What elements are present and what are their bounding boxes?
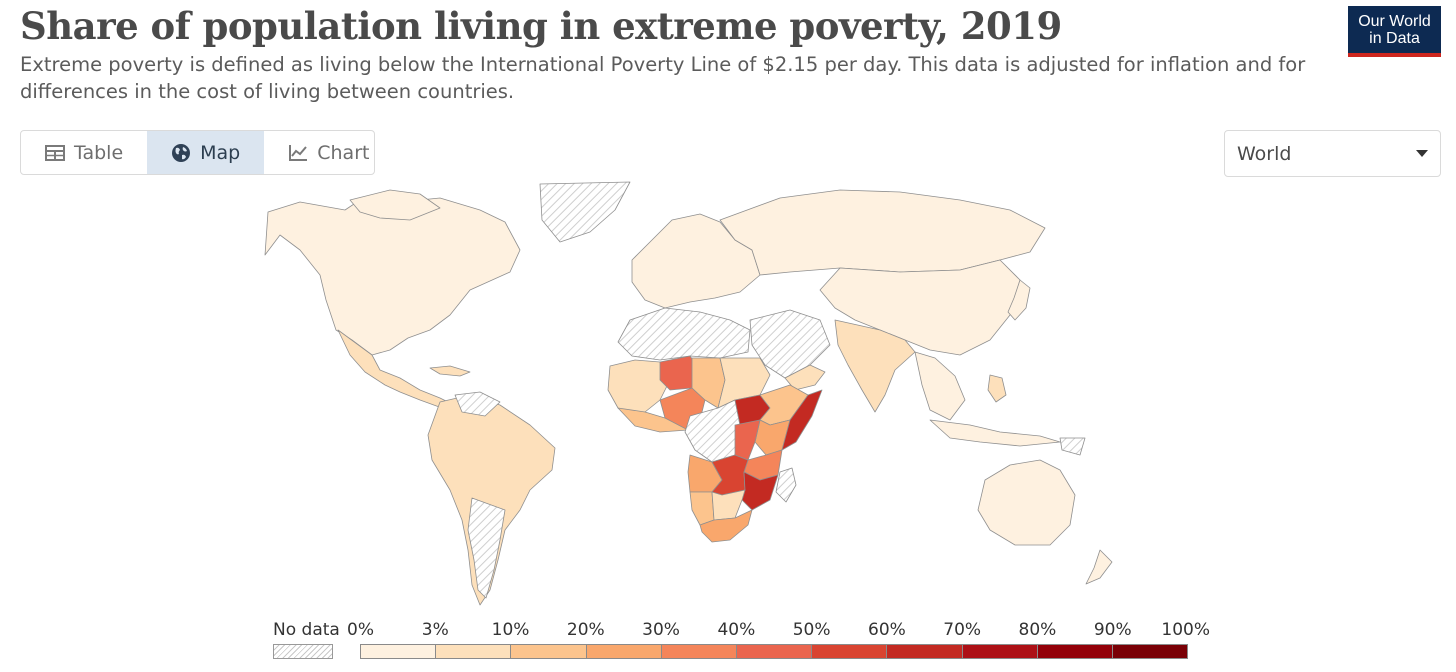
region-east-drc[interactable]: [734, 419, 761, 461]
legend-tick-label: 0%: [347, 620, 374, 640]
globe-icon: [172, 143, 191, 162]
legend-tick-label: 30%: [642, 620, 680, 640]
legend-bin[interactable]: [736, 645, 813, 658]
region-south-america[interactable]: [427, 394, 556, 606]
legend-tick-label: 10%: [491, 620, 530, 640]
chart-title: Share of population living in extreme po…: [20, 4, 1062, 48]
legend-tick-label: 100%: [1161, 620, 1210, 640]
region-southeast-asia[interactable]: [914, 351, 966, 421]
region-select-value: World: [1237, 142, 1292, 165]
tab-map-label: Map: [200, 141, 241, 164]
region-venezuela[interactable]: [454, 391, 501, 417]
legend-tick-label: 60%: [868, 620, 906, 640]
logo-line-1: Our World: [1358, 13, 1431, 30]
owid-logo[interactable]: Our World in Data: [1348, 6, 1441, 57]
region-philippines[interactable]: [987, 374, 1007, 403]
tab-map[interactable]: Map: [147, 131, 265, 174]
region-kenya[interactable]: [754, 419, 791, 456]
region-madagascar[interactable]: [775, 467, 797, 503]
tab-table-label: Table: [74, 141, 124, 164]
legend-tick-label: 20%: [566, 620, 605, 640]
legend-tick-label: 3%: [421, 620, 449, 640]
region-argentina[interactable]: [467, 497, 506, 599]
legend-color-bins: [360, 644, 1188, 659]
region-south-africa[interactable]: [699, 509, 753, 543]
region-australia[interactable]: [977, 459, 1076, 546]
region-new-zealand[interactable]: [1085, 549, 1113, 585]
legend-bin[interactable]: [1112, 645, 1188, 658]
legend-bin[interactable]: [661, 645, 737, 658]
region-greenland[interactable]: [539, 181, 631, 243]
tab-chart-label: Chart: [317, 141, 370, 164]
region-arctic-islands[interactable]: [349, 189, 441, 221]
legend-bin[interactable]: [361, 645, 437, 658]
legend-bin[interactable]: [1037, 645, 1113, 658]
region-indonesia[interactable]: [929, 419, 1061, 447]
legend-bin[interactable]: [511, 645, 587, 658]
line-chart-icon: [289, 144, 308, 161]
region-namibia[interactable]: [689, 491, 715, 526]
legend-bin[interactable]: [586, 645, 662, 658]
legend-tick-label: 90%: [1093, 620, 1132, 640]
region-north-africa[interactable]: [617, 307, 751, 361]
tab-chart[interactable]: Chart: [264, 131, 374, 174]
legend-bin[interactable]: [962, 645, 1038, 658]
legend-no-data-label: No data: [273, 620, 340, 640]
legend: No data 0% 3% 10% 20% 30% 40% 50% 60% 70% 80% 90% 1…: [0, 615, 1456, 672]
legend-tick-label: 70%: [943, 620, 982, 640]
region-japan[interactable]: [1007, 279, 1031, 321]
chevron-down-icon: [1416, 150, 1428, 157]
world-map[interactable]: [0, 180, 1456, 610]
chart-subtitle: Extreme poverty is defined as living bel…: [20, 53, 1306, 103]
region-north-america[interactable]: [264, 197, 521, 356]
region-png[interactable]: [1059, 437, 1086, 456]
legend-tick-label: 40%: [717, 620, 756, 640]
legend-no-data-swatch: [273, 644, 333, 659]
legend-bin[interactable]: [812, 645, 888, 658]
legend-bin[interactable]: [887, 645, 963, 658]
logo-line-2: in Data: [1369, 30, 1420, 47]
region-west-africa[interactable]: [607, 359, 671, 417]
view-tabs: Table Map Chart: [20, 130, 375, 175]
legend-tick-label: 80%: [1018, 620, 1057, 640]
table-icon: [45, 144, 65, 161]
region-caribbean[interactable]: [429, 365, 471, 377]
legend-bin[interactable]: [436, 645, 512, 658]
region-india[interactable]: [834, 319, 916, 413]
region-china[interactable]: [819, 259, 1021, 356]
legend-tick-label: 50%: [792, 620, 831, 640]
region-select[interactable]: World: [1224, 130, 1441, 177]
tab-table[interactable]: Table: [21, 131, 147, 174]
